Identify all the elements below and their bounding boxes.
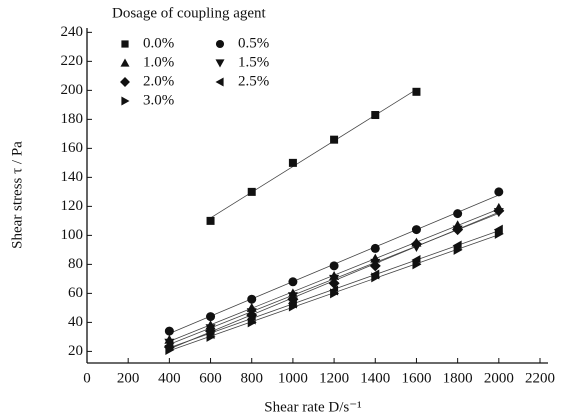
point — [329, 261, 339, 271]
x-tick-label: 1000 — [278, 370, 308, 386]
y-tick-label: 120 — [61, 198, 84, 214]
point — [493, 205, 505, 217]
legend-label: 1.5% — [238, 54, 269, 70]
legend-marker — [121, 96, 130, 106]
point — [328, 277, 340, 289]
point — [371, 111, 380, 120]
legend-marker — [215, 39, 225, 49]
point — [164, 326, 174, 336]
x-tick-label: 2000 — [484, 370, 514, 386]
x-tick-label: 200 — [117, 370, 140, 386]
legend-label: 1.0% — [143, 54, 174, 70]
point — [369, 260, 381, 272]
x-tick-label: 600 — [199, 370, 222, 386]
point — [493, 224, 503, 235]
point — [288, 158, 297, 167]
point — [206, 216, 215, 225]
x-tick-label: 0 — [83, 370, 91, 386]
y-tick-label: 100 — [61, 227, 84, 243]
point — [412, 87, 421, 96]
y-tick-label: 200 — [61, 82, 84, 98]
point — [206, 331, 216, 342]
point — [453, 209, 463, 219]
point — [330, 135, 339, 144]
point — [247, 187, 256, 196]
legend-marker — [120, 58, 130, 67]
point — [412, 259, 422, 270]
legend-label: 2.0% — [143, 73, 174, 89]
point — [494, 228, 504, 239]
y-tick-label: 80 — [68, 256, 83, 272]
y-tick-label: 40 — [68, 314, 83, 330]
point — [206, 312, 216, 322]
point — [452, 240, 462, 251]
point — [452, 224, 464, 236]
x-tick-label: 1800 — [443, 370, 473, 386]
y-tick-label: 140 — [61, 169, 84, 185]
point — [288, 277, 298, 287]
point — [247, 317, 257, 328]
legend-marker — [120, 77, 130, 87]
legend-label: 2.5% — [238, 73, 269, 89]
x-axis-label: Shear rate D/s⁻¹ — [264, 399, 361, 415]
point — [164, 340, 174, 351]
y-axis-label: Shear stress τ / Pa — [9, 141, 25, 249]
point — [411, 255, 421, 266]
point — [453, 244, 463, 255]
legend-label: 0.5% — [238, 35, 269, 51]
x-tick-label: 1200 — [319, 370, 349, 386]
y-tick-label: 220 — [61, 53, 84, 69]
point — [411, 225, 421, 235]
y-tick-label: 240 — [61, 24, 84, 40]
legend-title: Dosage of coupling agent — [112, 5, 267, 21]
legend-label: 3.0% — [143, 92, 174, 108]
x-tick-label: 1600 — [401, 370, 431, 386]
point — [247, 294, 257, 304]
legend-marker — [215, 77, 224, 87]
y-tick-label: 160 — [61, 140, 84, 156]
x-tick-label: 2200 — [525, 370, 555, 386]
point — [288, 301, 298, 312]
point — [370, 243, 380, 253]
point — [165, 344, 175, 355]
legend-marker — [121, 40, 129, 48]
x-tick-label: 1400 — [360, 370, 390, 386]
fit-line — [210, 89, 417, 219]
legend-label: 0.0% — [143, 35, 174, 51]
y-tick-label: 20 — [68, 343, 83, 359]
point — [371, 272, 381, 283]
y-tick-label: 60 — [68, 285, 83, 301]
point — [410, 238, 422, 250]
x-tick-label: 800 — [240, 370, 263, 386]
x-tick-label: 400 — [158, 370, 181, 386]
legend-marker — [215, 59, 225, 68]
point — [330, 288, 340, 299]
y-tick-label: 180 — [61, 111, 84, 127]
point — [494, 187, 504, 197]
